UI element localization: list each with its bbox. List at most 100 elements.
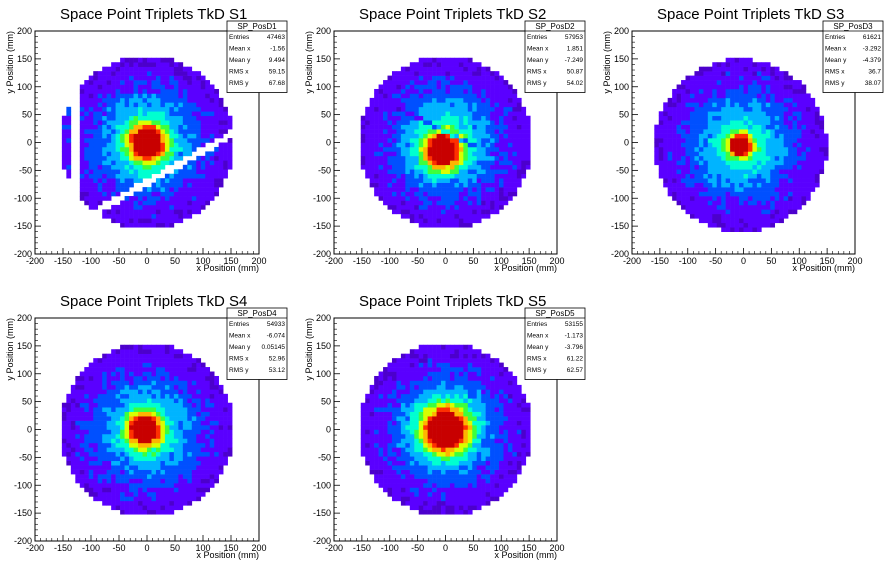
heatmap-bin [739,88,744,94]
heatmap-bin [142,384,148,390]
heatmap-bin [797,169,802,175]
heatmap-bin [129,57,134,63]
heatmap-bin [454,178,460,183]
heatmap-bin [774,191,780,197]
heatmap-bin [88,173,94,179]
heatmap-bin [61,115,67,121]
heatmap-bin [445,142,451,148]
heatmap-bin [196,407,202,412]
x-tick-label: -100 [82,256,100,266]
heatmap-bin [142,209,148,215]
heatmap-bin [129,411,134,417]
heatmap-bin [725,191,731,197]
heatmap-bin [730,138,735,143]
heatmap-bin [400,111,406,117]
heatmap-bin [124,155,130,161]
heatmap-bin [405,111,411,117]
heatmap-bin [124,200,130,206]
heatmap-bin [191,438,197,444]
heatmap-bin [169,384,175,390]
heatmap-bin [191,393,197,399]
heatmap-bin [106,66,112,72]
heatmap-bin [205,173,211,179]
heatmap-bin [191,182,197,188]
heatmap-bin [115,146,121,152]
heatmap-bin [178,349,184,354]
heatmap-bin [200,115,206,121]
heatmap-bin [196,367,202,372]
heatmap-bin [783,142,789,148]
heatmap-bin [173,213,179,219]
heatmap-bin [810,178,816,183]
heatmap-bin [716,124,722,130]
heatmap-bin [155,80,161,85]
heatmap-bin [155,398,161,404]
heatmap-bin [712,196,718,201]
heatmap-bin [521,173,527,179]
heatmap-bin [169,142,175,148]
heatmap-bin [396,129,402,134]
heatmap-bin [476,187,482,192]
heatmap-bin [436,71,442,76]
heatmap-bin [761,222,767,228]
heatmap-bin [93,367,99,372]
heatmap-bin [823,155,829,161]
heatmap-bin [120,173,125,179]
heatmap-bin [97,491,103,497]
heatmap-bin [814,160,820,166]
heatmap-bin [739,178,744,183]
heatmap-bin [160,469,166,475]
heatmap-bin [142,496,148,502]
heatmap-bin [707,155,713,161]
heatmap-bin [823,151,829,157]
heatmap-bin [476,182,482,188]
heatmap-bin [191,178,197,183]
heatmap-bin [792,97,798,103]
heatmap-bin [756,138,762,143]
heatmap-bin [445,111,451,117]
heatmap-bin [507,115,513,121]
heatmap-bin [454,75,460,81]
heatmap-bin [512,97,518,103]
heatmap-bin [79,384,85,390]
heatmap-bin [365,133,370,139]
heatmap-bin [102,411,107,417]
heatmap-bin [445,164,451,170]
heatmap-bin [84,106,90,112]
heatmap-bin [97,120,103,125]
heatmap-bin [147,75,152,81]
heatmap-bin [164,146,170,152]
heatmap-bin [685,133,691,139]
heatmap-bin [441,182,446,188]
heatmap-bin [667,111,673,117]
heatmap-bin [196,182,202,188]
heatmap-bin [378,124,384,130]
heatmap-bin [681,84,686,90]
heatmap-bin [378,142,384,148]
heatmap-bin [436,178,442,183]
heatmap-bin [761,160,767,166]
heatmap-bin [454,160,460,166]
heatmap-bin [499,173,504,179]
heatmap-bin [761,111,767,117]
heatmap-bin [449,213,455,219]
heatmap-bin [214,93,219,99]
heatmap-bin [481,191,486,197]
heatmap-bin [196,164,202,170]
heatmap-bin [124,491,130,497]
heatmap-bin [102,213,107,219]
heatmap-bin [160,487,166,493]
heatmap-bin [494,80,500,85]
heatmap-bin [173,97,179,103]
heatmap-bin [472,102,478,108]
heatmap-bin [169,191,175,197]
heatmap-bin [436,129,442,134]
heatmap-bin [111,451,116,457]
heatmap-bin [409,218,415,224]
heatmap-bin [61,133,67,139]
heatmap-bin [151,505,157,511]
heatmap-bin [369,146,375,152]
heatmap-bin [88,487,94,493]
heatmap-bin [432,115,437,121]
heatmap-bin [124,371,130,377]
